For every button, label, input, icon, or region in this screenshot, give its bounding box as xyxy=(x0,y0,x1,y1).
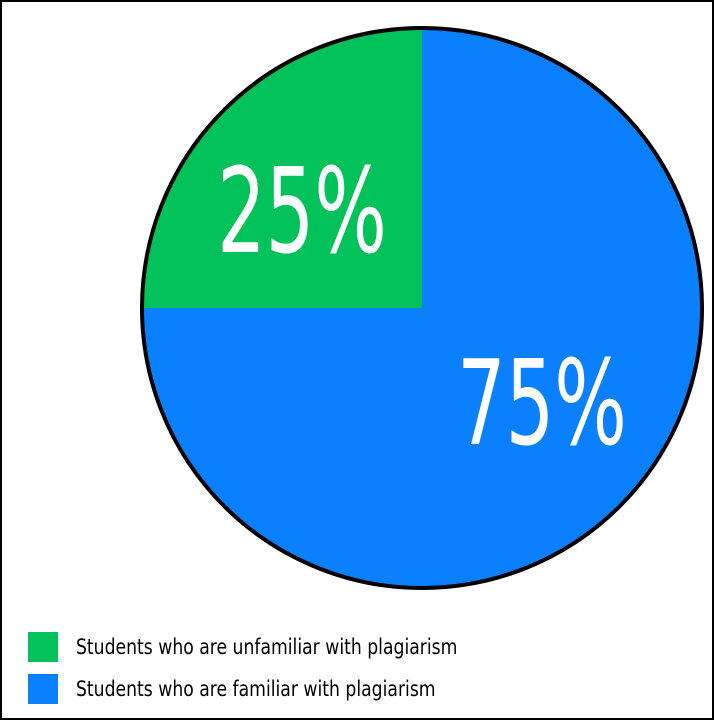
legend-swatch-familiar xyxy=(28,674,58,704)
legend-item-unfamiliar: Students who are unfamiliar with plagiar… xyxy=(28,628,541,666)
legend: Students who are unfamiliar with plagiar… xyxy=(28,628,541,712)
pie-outline xyxy=(140,26,704,590)
legend-label-unfamiliar: Students who are unfamiliar with plagiar… xyxy=(76,635,458,659)
pie-slice-familiar xyxy=(142,28,702,588)
slice-label-familiar: 75% xyxy=(457,336,627,473)
legend-label-familiar: Students who are familiar with plagiaris… xyxy=(76,677,436,701)
legend-item-familiar: Students who are familiar with plagiaris… xyxy=(28,670,541,708)
pie-chart: 25% 75% xyxy=(140,26,704,590)
legend-swatch-unfamiliar xyxy=(28,632,58,662)
pie-slice-unfamiliar xyxy=(142,28,422,308)
slice-label-unfamiliar: 25% xyxy=(217,144,387,281)
